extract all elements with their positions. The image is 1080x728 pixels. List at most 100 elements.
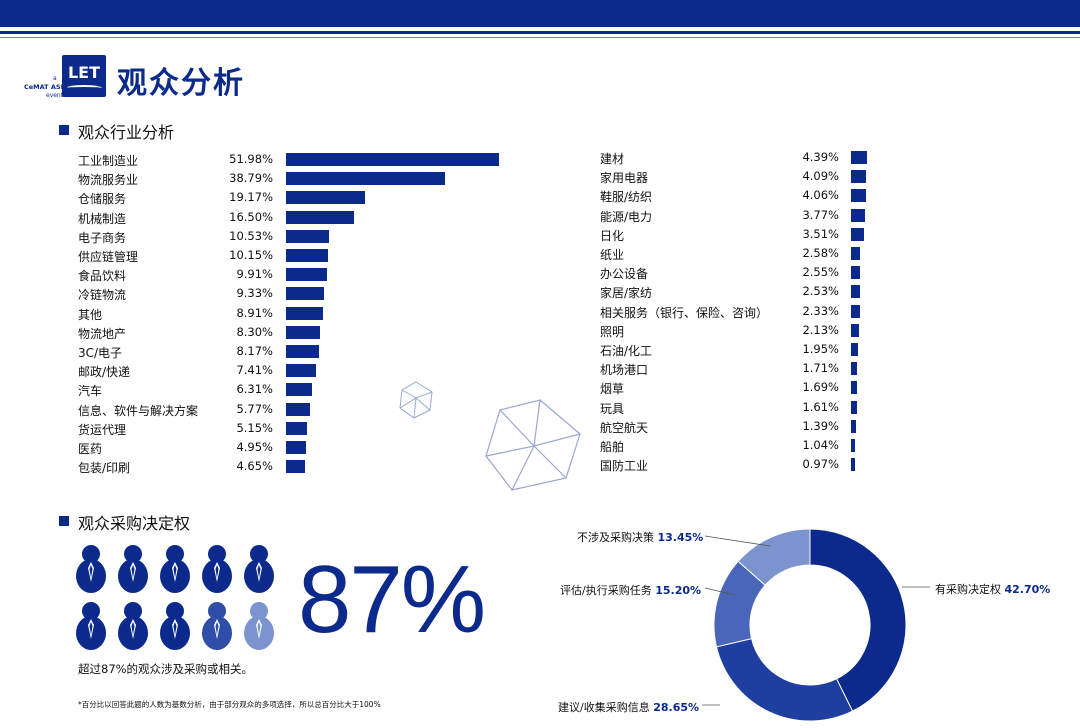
bar — [286, 306, 323, 320]
bar-category-label: 办公设备 — [600, 267, 649, 282]
bar-row: 能源/电力 3.77% — [0, 208, 1080, 227]
bar — [851, 439, 855, 452]
bar-row: 办公设备 2.55% — [0, 265, 1080, 284]
donut-label: 评估/执行采购任务 15.20% — [560, 582, 701, 598]
bar-category-label: 相关服务（银行、保险、咨询） — [600, 305, 769, 320]
bar-value-label: 5.77% — [236, 401, 273, 416]
bar-value-label: 2.55% — [802, 265, 839, 280]
bar-row: 汽车 6.31% — [0, 382, 1080, 401]
bar-category-label: 玩具 — [600, 401, 625, 416]
bar — [286, 325, 321, 339]
bar-value-label: 4.95% — [236, 440, 273, 454]
bar-category-label: 汽车 — [78, 384, 103, 399]
logo-sub-brand: CeMAT ASIA — [24, 83, 69, 91]
bar-category-label: 机场港口 — [600, 363, 649, 378]
bar-value-label: 1.71% — [802, 361, 839, 376]
bar-row: 家居/家纺 2.53% — [0, 284, 1080, 303]
person-icon — [160, 602, 190, 650]
bar-category-label: 鞋服/纺织 — [600, 190, 653, 205]
top-divider-thin — [0, 37, 1080, 38]
bar — [286, 441, 307, 454]
bar-row: 货运代理 5.15% — [0, 421, 1080, 440]
bar — [286, 210, 354, 224]
bar-value-label: 3.77% — [802, 207, 839, 222]
top-divider — [0, 31, 1080, 34]
bar-category-label: 日化 — [600, 228, 625, 243]
bar-value-label: 4.06% — [802, 188, 839, 203]
bar-row: 信息、软件与解决方案 5.77% — [0, 402, 1080, 421]
bar — [851, 247, 861, 260]
bar-value-label: 10.53% — [229, 228, 273, 243]
bar-row: 冷链物流 9.33% — [0, 286, 1080, 305]
bar-category-label: 纸业 — [600, 248, 625, 262]
bar — [851, 381, 858, 395]
bar — [851, 170, 866, 184]
person-icon — [76, 545, 106, 593]
bar-row: 电子商务 10.53% — [0, 229, 1080, 248]
bar — [286, 172, 446, 186]
bar-value-label: 6.31% — [236, 382, 273, 397]
person-icon — [118, 602, 148, 650]
bar-value-label: 8.91% — [236, 305, 273, 320]
bar-value-label: 2.33% — [802, 303, 839, 318]
donut-label-name: 评估/执行采购任务 — [560, 584, 652, 597]
bar-row: 航空航天 1.39% — [0, 419, 1080, 438]
bar-category-label: 航空航天 — [600, 420, 649, 435]
bar-value-label: 5.15% — [236, 420, 273, 435]
donut-label: 不涉及采购决策 13.45% — [577, 529, 703, 545]
bar — [286, 421, 308, 435]
bar — [286, 249, 328, 262]
bar-value-label: 38.79% — [229, 171, 273, 186]
bar-value-label: 2.58% — [802, 246, 839, 260]
bar-row: 照明 2.13% — [0, 323, 1080, 342]
bar-row: 烟草 1.69% — [0, 380, 1080, 399]
bar-value-label: 1.04% — [802, 438, 839, 452]
bar — [851, 304, 860, 318]
bar — [851, 151, 868, 164]
bar-value-label: 0.97% — [802, 457, 839, 472]
decor-polyhedron-large-icon — [485, 399, 581, 491]
bar-value-label: 1.95% — [802, 342, 839, 356]
bar-category-label: 物流地产 — [78, 326, 127, 341]
bar-category-label: 电子商务 — [78, 230, 127, 245]
bar — [851, 208, 865, 222]
bar — [851, 285, 861, 299]
bar-category-label: 工业制造业 — [78, 154, 139, 168]
bar-value-label: 9.33% — [236, 286, 273, 301]
donut-label-name: 建议/收集采购信息 — [558, 701, 650, 714]
bar-category-label: 3C/电子 — [78, 346, 123, 360]
bar-category-label: 石油/化工 — [600, 344, 653, 358]
bar — [286, 191, 365, 205]
decision-section-title: 观众采购决定权 — [78, 514, 191, 533]
bar-value-label: 4.09% — [802, 169, 839, 184]
donut-label: 有采购决定权 42.70% — [935, 581, 1050, 597]
bar — [286, 402, 310, 416]
bar-category-label: 医药 — [78, 442, 103, 456]
let-logo: LET — [62, 55, 106, 97]
industry-section-title: 观众行业分析 — [78, 123, 175, 142]
bar-category-label: 食品饮料 — [78, 269, 127, 284]
bar-value-label: 4.39% — [802, 150, 839, 164]
bar-row: 医药 4.95% — [0, 440, 1080, 459]
bar-category-label: 其他 — [78, 307, 103, 322]
decision-note: 超过87%的观众涉及采购或相关。 — [78, 662, 254, 676]
people-icon-grid — [76, 545, 274, 650]
bar-value-label: 1.61% — [802, 399, 839, 414]
bar — [851, 343, 859, 356]
person-icon — [160, 545, 190, 593]
bar-value-label: 2.13% — [802, 322, 839, 337]
bar-row: 建材 4.39% — [0, 150, 1080, 169]
bar — [851, 400, 857, 414]
logo-sub-a: a — [53, 75, 57, 82]
person-icon — [244, 602, 274, 650]
bar — [286, 364, 317, 378]
person-icon — [202, 545, 232, 593]
bar — [851, 323, 859, 337]
bar-row: 纸业 2.58% — [0, 246, 1080, 265]
bar-category-label: 烟草 — [600, 382, 625, 397]
bar — [286, 345, 320, 358]
bar — [851, 458, 855, 472]
bar-row: 相关服务（银行、保险、咨询） 2.33% — [0, 304, 1080, 323]
bar-category-label: 家用电器 — [600, 171, 649, 186]
bar — [851, 189, 866, 203]
